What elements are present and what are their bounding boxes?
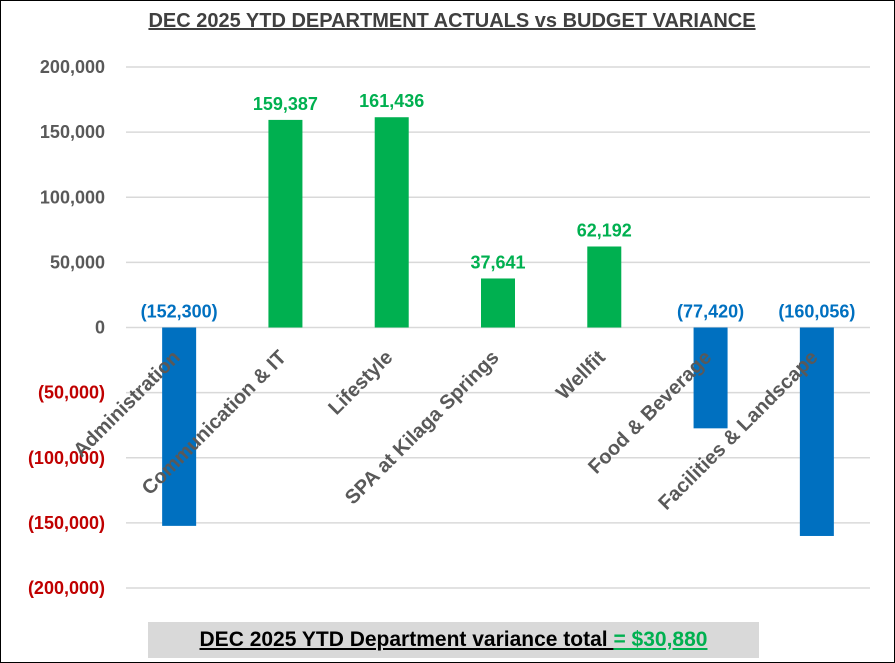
bar-communication-it: [268, 119, 303, 328]
y-tick-label: 200,000: [40, 57, 105, 77]
variance-total-box: DEC 2025 YTD Department variance total =…: [148, 622, 759, 658]
y-tick-label: 50,000: [50, 252, 105, 272]
bar-lifestyle: [374, 117, 409, 328]
y-tick-label: 0: [95, 318, 105, 338]
bar-administration: [162, 327, 197, 526]
bar-wellfit: [587, 246, 622, 328]
variance-total-value: = $30,880: [613, 628, 708, 651]
gridlines: [126, 66, 870, 589]
y-tick-label: (50,000): [38, 383, 105, 403]
bar-food-beverage: [693, 327, 728, 429]
data-label: 159,387: [253, 94, 318, 114]
bars: [162, 117, 834, 536]
y-tick-label: (100,000): [28, 448, 105, 468]
y-tick-label: 150,000: [40, 122, 105, 142]
x-category-label: Wellfit: [552, 346, 610, 404]
data-label: (152,300): [141, 302, 218, 322]
bar-spa-at-kilaga-springs: [481, 278, 515, 328]
y-tick-label: (200,000): [28, 578, 105, 598]
chart-title: DEC 2025 YTD DEPARTMENT ACTUALS vs BUDGE…: [148, 10, 755, 32]
bar-facilities-landscape: [799, 327, 834, 536]
data-label: (160,056): [778, 302, 855, 322]
y-tick-label: (150,000): [28, 513, 105, 533]
y-tick-label: 100,000: [40, 187, 105, 207]
data-label: 62,192: [577, 220, 632, 240]
data-label: (77,420): [677, 302, 744, 322]
data-label: 37,641: [470, 252, 525, 272]
x-category-label: Lifestyle: [324, 346, 397, 419]
chart-plot: 200,000 150,000 100,000 50,000 0 (50,000) (100…: [28, 10, 870, 598]
data-label: 161,436: [359, 91, 424, 111]
variance-total-label: DEC 2025 YTD Department variance total: [199, 628, 614, 651]
